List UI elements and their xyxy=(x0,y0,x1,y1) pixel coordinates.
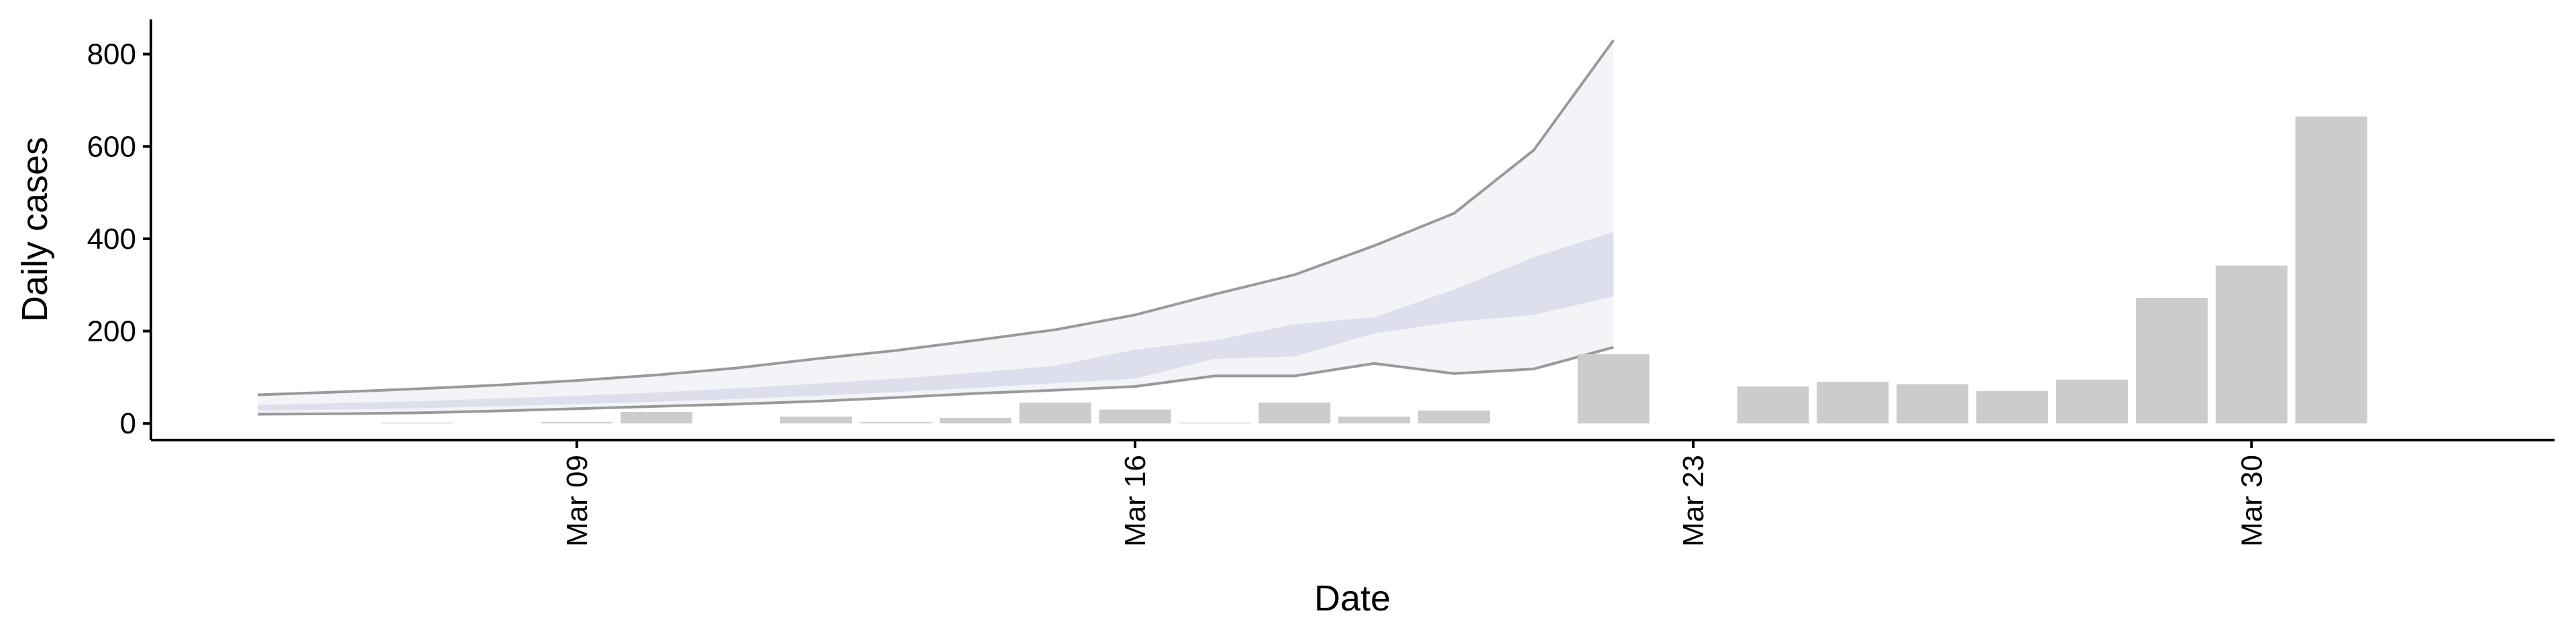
bar xyxy=(2215,265,2288,424)
y-tick-label: 0 xyxy=(120,407,136,440)
band-edge xyxy=(258,345,1614,416)
bar xyxy=(2295,116,2367,424)
bar xyxy=(621,412,693,424)
bar xyxy=(1896,384,1969,424)
x-tick-label: Mar 09 xyxy=(561,455,594,547)
x-axis-title: Date xyxy=(1314,578,1391,619)
bar xyxy=(1338,416,1411,424)
x-tick-label: Mar 16 xyxy=(1119,455,1152,547)
bar xyxy=(2056,379,2128,424)
bar xyxy=(1258,402,1331,424)
y-tick-label: 600 xyxy=(87,130,136,163)
bar xyxy=(541,422,613,424)
y-tick-label: 200 xyxy=(87,315,136,348)
bar xyxy=(2135,298,2208,424)
bar xyxy=(1019,402,1091,424)
y-tick-label: 800 xyxy=(87,38,136,71)
bar xyxy=(1817,382,1889,424)
y-tick-label: 400 xyxy=(87,223,136,256)
bar xyxy=(1976,391,2049,424)
y-axis-title: Daily cases xyxy=(15,137,55,322)
bar xyxy=(780,416,852,424)
bar xyxy=(859,422,932,424)
band-edge xyxy=(258,39,1615,396)
band xyxy=(258,40,1614,415)
bar xyxy=(1099,409,1171,424)
bar xyxy=(939,417,1012,424)
band xyxy=(258,231,1614,411)
bar xyxy=(1737,386,1809,424)
bar xyxy=(1577,354,1650,424)
bar xyxy=(1417,410,1490,424)
x-tick-label: Mar 23 xyxy=(1677,455,1710,547)
x-tick-label: Mar 30 xyxy=(2235,455,2268,547)
